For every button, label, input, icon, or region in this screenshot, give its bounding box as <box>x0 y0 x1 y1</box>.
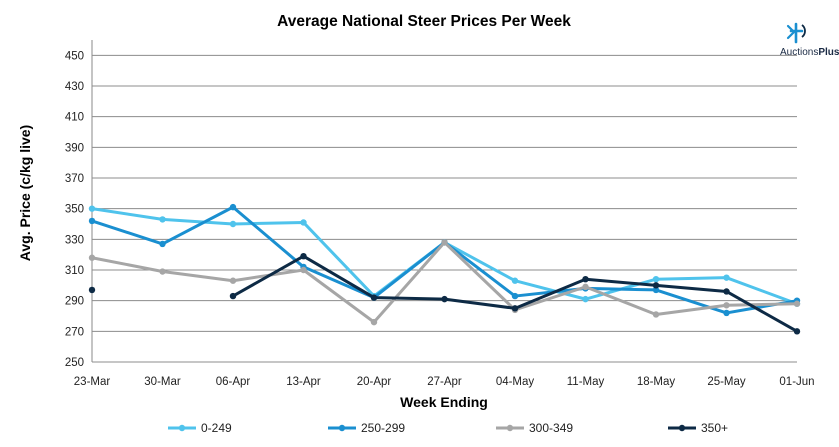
y-tick-label: 270 <box>65 326 84 338</box>
y-tick-label: 250 <box>65 357 84 369</box>
data-point <box>652 282 660 289</box>
legend-item: 0-249 <box>168 421 232 435</box>
y-tick-label: 390 <box>65 142 84 154</box>
x-tick-label: 27-Apr <box>427 376 462 388</box>
data-point <box>88 205 96 212</box>
data-point <box>229 292 237 300</box>
data-point <box>723 309 730 317</box>
x-tick-label: 06-Apr <box>216 376 251 388</box>
data-point <box>511 277 519 284</box>
gridlines <box>91 40 797 363</box>
y-tick-label: 350 <box>65 204 84 216</box>
y-axis: 250 270 290 310 330 350 370 390 410 430 450 <box>65 50 84 369</box>
data-point <box>652 276 660 283</box>
y-tick-label: 310 <box>65 265 84 277</box>
chart-title: Average National Steer Prices Per Week <box>277 13 571 30</box>
x-tick-label: 18-May <box>637 376 676 388</box>
data-point <box>88 254 96 261</box>
auctionsplus-logo-icon <box>786 22 806 44</box>
data-point <box>582 283 589 291</box>
series-300-349 <box>88 239 801 326</box>
data-point <box>88 217 96 225</box>
svg-text:AuctionsPlus: AuctionsPlus <box>780 47 839 58</box>
series-0-249 <box>88 205 801 307</box>
x-axis: 23-Mar 30-Mar 06-Apr 13-Apr 20-Apr 27-Apr 04-M… <box>74 376 815 388</box>
x-tick-label: 13-Apr <box>286 376 321 388</box>
y-tick-label: 450 <box>65 50 84 62</box>
data-point <box>370 318 378 326</box>
data-point <box>652 311 660 318</box>
data-point <box>441 239 448 246</box>
logo: AuctionsPlus <box>780 22 839 58</box>
data-point <box>370 294 378 301</box>
data-point <box>159 268 166 275</box>
legend: 0-249 250-299 300-349 350+ <box>168 421 728 435</box>
legend-label: 350+ <box>701 421 728 435</box>
x-axis-title: Week Ending <box>400 394 488 410</box>
logo-text-regular: Auctions <box>780 47 818 58</box>
series-350+ <box>88 253 801 335</box>
data-point <box>511 305 519 312</box>
y-tick-label: 330 <box>65 234 84 246</box>
y-tick-label: 290 <box>65 296 84 308</box>
data-point <box>159 216 166 223</box>
data-point <box>229 277 237 284</box>
x-tick-label: 25-May <box>707 376 746 388</box>
data-point <box>300 253 307 260</box>
data-point <box>793 328 801 335</box>
x-tick-label: 11-May <box>567 376 605 388</box>
legend-label: 250-299 <box>361 421 405 435</box>
y-axis-title: Avg. Price (c/kg live) <box>17 125 33 261</box>
data-point <box>229 220 237 228</box>
data-point <box>723 288 730 295</box>
data-point <box>300 266 307 274</box>
x-tick-label: 20-Apr <box>357 376 392 388</box>
data-point <box>723 302 730 309</box>
data-point <box>652 286 660 294</box>
x-tick-label: 23-Mar <box>74 376 111 388</box>
legend-item: 350+ <box>668 421 728 435</box>
data-point <box>159 240 166 248</box>
legend-swatch-marker <box>178 424 186 432</box>
plot-area <box>88 203 801 335</box>
legend-swatch-marker <box>506 424 514 432</box>
x-tick-label: 01-Jun <box>779 376 814 388</box>
data-point <box>582 295 589 303</box>
legend-item: 300-349 <box>496 421 573 435</box>
data-point <box>723 274 730 281</box>
y-tick-label: 410 <box>65 112 84 124</box>
legend-swatch-marker <box>678 424 686 432</box>
data-point <box>582 276 589 283</box>
y-tick-label: 430 <box>65 81 84 93</box>
y-tick-label: 370 <box>65 173 84 185</box>
legend-label: 0-249 <box>201 421 232 435</box>
x-tick-label: 30-Mar <box>144 376 181 388</box>
data-point <box>793 300 801 307</box>
data-point <box>511 292 519 300</box>
data-point <box>441 295 448 303</box>
legend-label: 300-349 <box>529 421 573 435</box>
legend-item: 250-299 <box>328 421 405 435</box>
data-point <box>229 203 237 211</box>
data-point <box>88 286 96 294</box>
data-point <box>300 219 307 226</box>
legend-swatch-marker <box>338 424 346 432</box>
logo-text-bold: Plus <box>818 47 839 58</box>
x-tick-label: 04-May <box>496 376 535 388</box>
series-line <box>91 240 798 324</box>
